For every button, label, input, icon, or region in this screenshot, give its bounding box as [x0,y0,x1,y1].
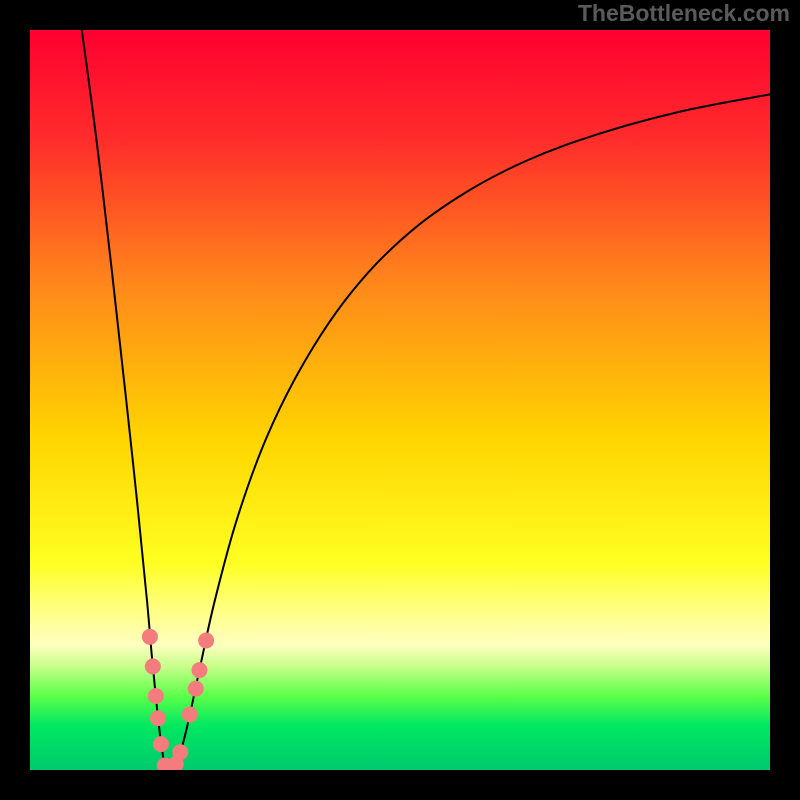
data-marker [172,744,188,760]
watermark-text: TheBottleneck.com [578,0,790,27]
curve-right-branch [174,94,770,768]
data-marker [198,633,214,649]
plot-area [30,30,770,770]
data-marker [142,629,158,645]
data-marker [191,662,207,678]
data-marker [153,736,169,752]
data-marker [188,681,204,697]
data-marker [150,710,166,726]
chart-container: TheBottleneck.com [0,0,800,800]
data-marker [182,707,198,723]
data-marker [145,658,161,674]
data-marker [148,688,164,704]
curve-left-branch [82,30,166,769]
curve-layer [30,30,770,770]
